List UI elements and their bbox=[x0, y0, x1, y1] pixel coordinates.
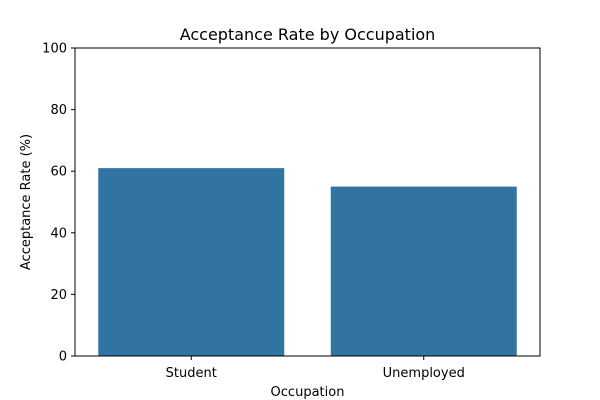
y-tick-label: 80 bbox=[50, 103, 67, 118]
y-tick-label: 40 bbox=[50, 226, 67, 241]
chart-title: Acceptance Rate by Occupation bbox=[180, 25, 436, 44]
y-axis-ticks: 0 20 40 60 80 100 bbox=[42, 42, 75, 365]
x-tick-label: Student bbox=[166, 366, 217, 381]
y-axis-label: Acceptance Rate (%) bbox=[19, 134, 34, 270]
y-tick-label: 0 bbox=[59, 350, 67, 365]
y-tick-label: 60 bbox=[50, 165, 67, 180]
y-tick-label: 20 bbox=[50, 288, 67, 303]
bars-group bbox=[98, 168, 517, 356]
y-tick-label: 100 bbox=[42, 42, 67, 57]
x-axis-label: Occupation bbox=[271, 385, 345, 400]
bar-unemployed bbox=[330, 186, 517, 356]
bar-student bbox=[98, 168, 285, 356]
plot-frame bbox=[74, 47, 541, 357]
x-axis-ticks: Student Unemployed bbox=[166, 356, 465, 381]
x-tick-label: Unemployed bbox=[383, 366, 465, 381]
